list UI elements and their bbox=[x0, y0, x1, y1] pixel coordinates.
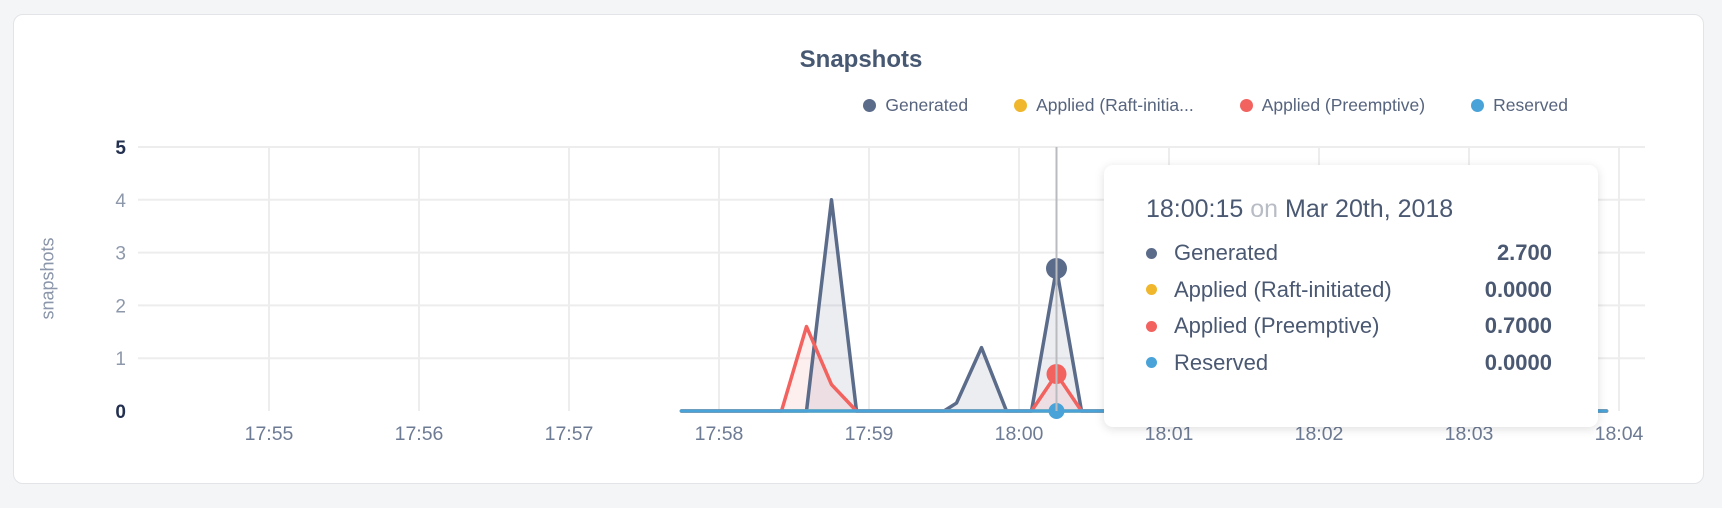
legend-label: Reserved bbox=[1493, 94, 1568, 115]
x-tick-label: 18:02 bbox=[1295, 423, 1344, 445]
x-tick-label: 17:55 bbox=[245, 423, 294, 445]
chart-title: Snapshots bbox=[799, 46, 923, 73]
tooltip-series-label: Applied (Raft-initiated) bbox=[1174, 276, 1392, 302]
x-tick-label: 17:57 bbox=[545, 423, 594, 445]
tooltip-row: Applied (Preemptive) 0.7000 bbox=[1146, 308, 1552, 345]
tooltip-series-value: 0.0000 bbox=[1484, 349, 1552, 375]
x-tick-label: 18:00 bbox=[995, 423, 1044, 445]
x-tick-label: 18:03 bbox=[1445, 423, 1494, 445]
chart-tooltip: 18:00:15 on Mar 20th, 2018 Generated 2.70… bbox=[1104, 165, 1598, 427]
tooltip-series-label: Reserved bbox=[1174, 349, 1269, 375]
x-tick-label: 17:59 bbox=[845, 423, 894, 445]
tooltip-series-dot-icon bbox=[1146, 357, 1157, 369]
tooltip-series-dot-icon bbox=[1146, 284, 1157, 296]
legend-item-reserved[interactable]: Reserved bbox=[1471, 95, 1568, 116]
tooltip-row: Generated 2.700 bbox=[1146, 235, 1552, 272]
legend-item-generated[interactable]: Generated bbox=[863, 95, 968, 116]
x-tick-label: 18:04 bbox=[1595, 423, 1644, 445]
x-tick-label: 17:56 bbox=[395, 423, 444, 445]
legend-dot-icon bbox=[1014, 98, 1028, 112]
tooltip-series-label: Applied (Preemptive) bbox=[1174, 313, 1380, 339]
legend-label: Generated bbox=[885, 94, 969, 115]
tooltip-series-label: Generated bbox=[1174, 240, 1278, 266]
y-axis-label: snapshots bbox=[37, 237, 58, 320]
x-tick-labels: 17:55 17:56 17:57 17:58 17:59 18:00 18:01 18:02… bbox=[245, 423, 1644, 445]
tooltip-row: Applied (Raft-initiated) 0.0000 bbox=[1146, 272, 1552, 309]
y-tick-label: 2 bbox=[115, 296, 126, 317]
legend-dot-icon bbox=[1471, 98, 1485, 112]
tooltip-series-dot-icon bbox=[1146, 320, 1157, 332]
x-tick-label: 18:01 bbox=[1145, 423, 1194, 445]
series-line-generated bbox=[679, 198, 1609, 413]
y-tick-labels: 0 1 2 3 4 5 bbox=[115, 138, 126, 423]
y-tick-label: 4 bbox=[115, 191, 126, 212]
tooltip-row: Reserved 0.0000 bbox=[1146, 345, 1552, 382]
chart-legend: Generated Applied (Raft-initia... Applied … bbox=[863, 92, 1568, 118]
tooltip-series-value: 2.700 bbox=[1496, 240, 1552, 266]
legend-label: Applied (Preemptive) bbox=[1261, 94, 1426, 115]
tooltip-title: 18:00:15 on Mar 20th, 2018 bbox=[1146, 193, 1552, 225]
y-tick-label: 0 bbox=[115, 402, 126, 423]
legend-label: Applied (Raft-initia... bbox=[1036, 94, 1194, 115]
y-tick-label: 5 bbox=[115, 138, 126, 159]
y-tick-label: 3 bbox=[115, 244, 126, 265]
tooltip-date: Mar 20th, 2018 bbox=[1285, 195, 1454, 223]
legend-item-applied-preemptive[interactable]: Applied (Preemptive) bbox=[1239, 94, 1426, 116]
x-tick-label: 17:58 bbox=[695, 423, 744, 445]
tooltip-connector: on bbox=[1250, 195, 1279, 223]
tooltip-series-value: 0.0000 bbox=[1484, 276, 1552, 302]
tooltip-time: 18:00:15 bbox=[1146, 195, 1244, 223]
legend-item-applied-raft-initiated[interactable]: Applied (Raft-initia... bbox=[1014, 95, 1194, 116]
legend-dot-icon bbox=[863, 98, 877, 112]
y-tick-label: 1 bbox=[115, 349, 126, 370]
tooltip-series-dot-icon bbox=[1146, 247, 1157, 259]
tooltip-series-value: 0.7000 bbox=[1484, 313, 1552, 339]
legend-dot-icon bbox=[1239, 98, 1253, 112]
